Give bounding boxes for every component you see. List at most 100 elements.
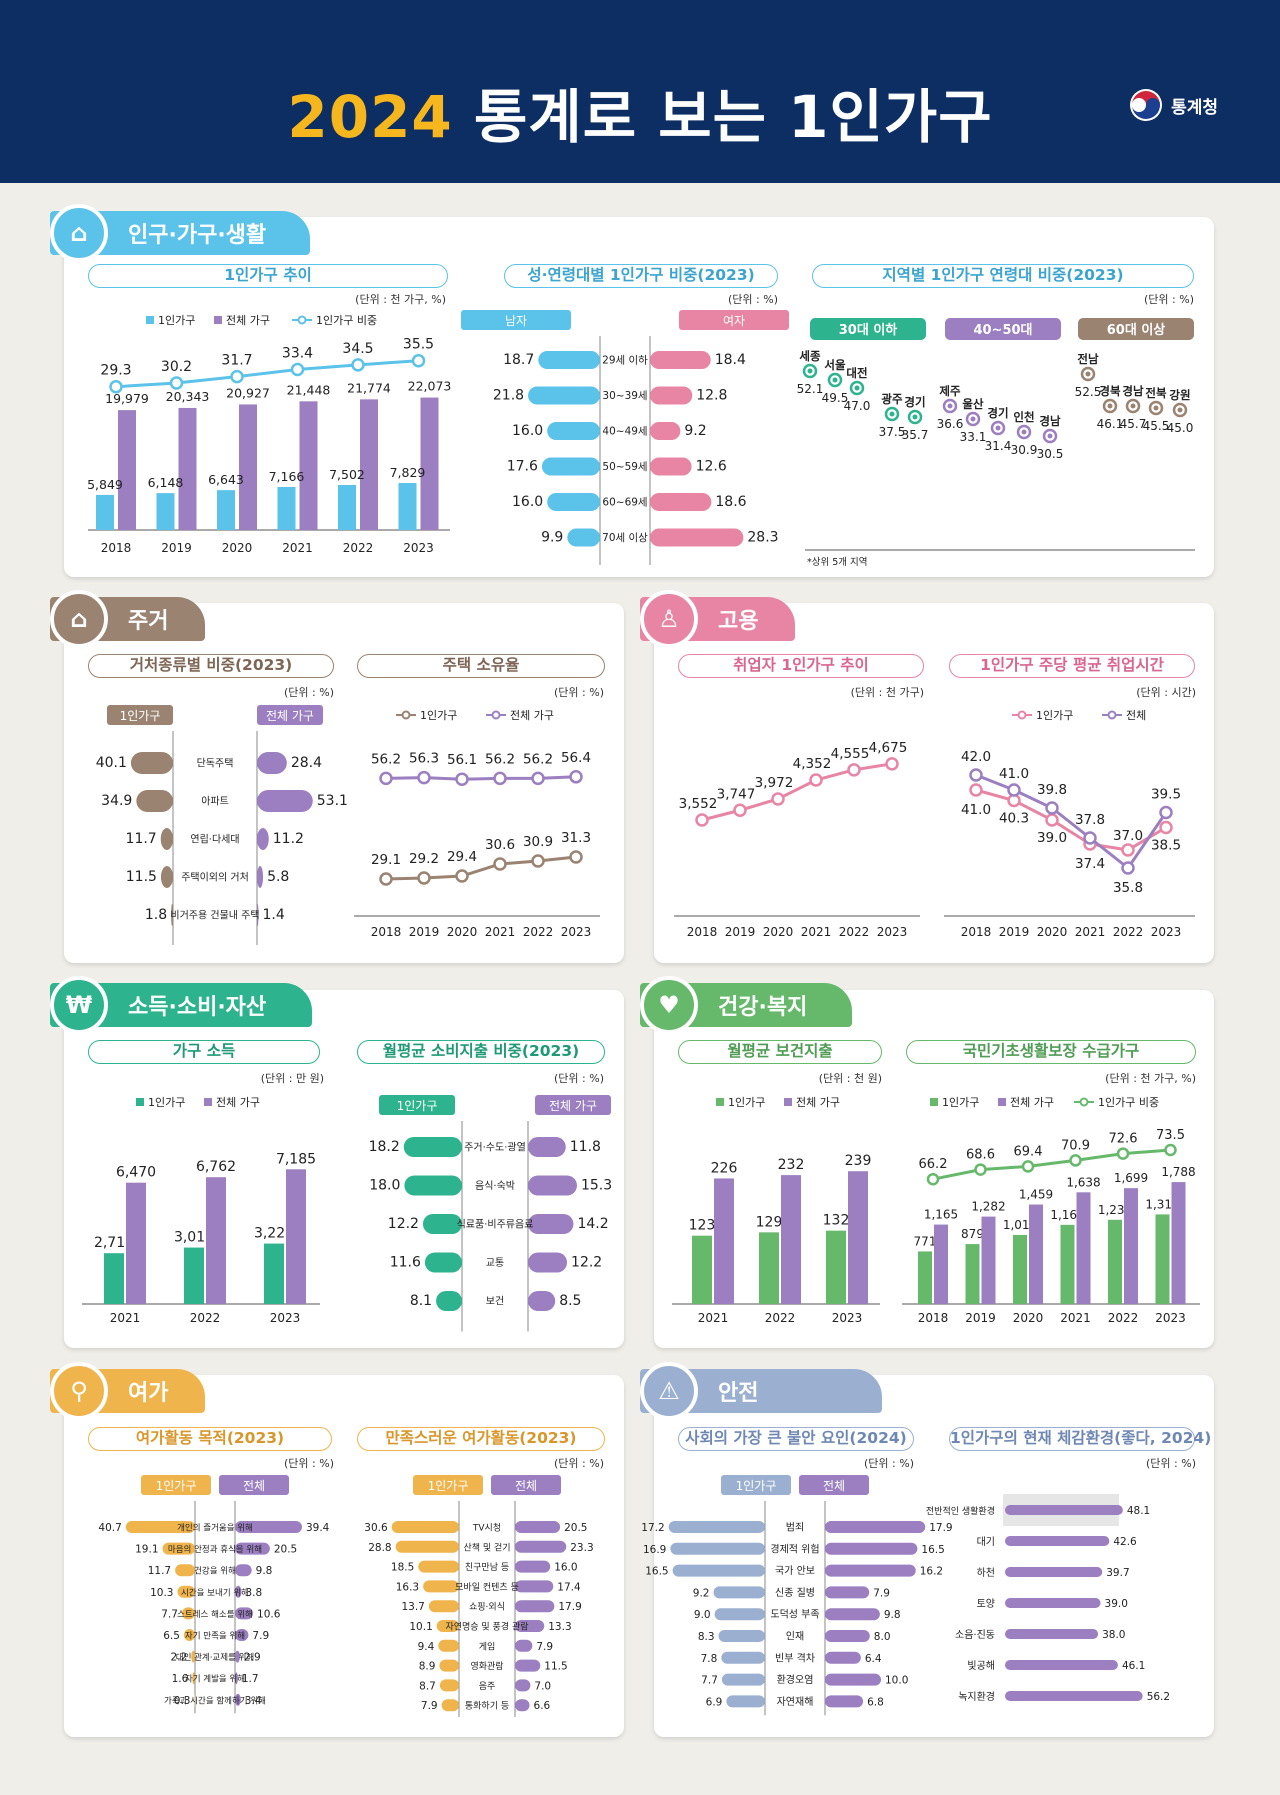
series-point — [1007, 783, 1021, 797]
group-header-bg — [1078, 318, 1194, 340]
right-value-label: 5.8 — [267, 869, 289, 885]
bar-label: 1,165 — [924, 1208, 958, 1222]
bar-total — [118, 410, 136, 530]
left-value-label: 6.9 — [706, 1696, 723, 1708]
right-value-label: 17.9 — [929, 1522, 952, 1534]
legend-label: 1인가구 — [1036, 709, 1073, 722]
region-name: 경기 — [904, 395, 925, 409]
env-category-label: 빛공해 — [967, 1659, 995, 1672]
group-header: 40~50대 — [973, 323, 1032, 338]
left-bar — [160, 828, 173, 850]
left-bar — [177, 1585, 195, 1598]
region-name: 울산 — [962, 397, 984, 411]
region-name: 서울 — [824, 358, 846, 372]
right-value-label: 3.8 — [245, 1587, 262, 1599]
bar-total — [286, 1169, 306, 1304]
left-value-label: 8.3 — [698, 1631, 715, 1643]
point-label: 56.2 — [485, 751, 515, 767]
unit-work-hours: (단위 : 시간) — [1136, 686, 1196, 699]
bar-label: 7,185 — [276, 1151, 316, 1167]
chart-age-gender: 남자 여자 18.7 18.4 29세 이하 21.8 12.8 30~39세 16.0 9.2 4… — [461, 310, 789, 565]
right-value-label: 16.5 — [921, 1544, 944, 1556]
ratio-point — [1021, 1160, 1035, 1173]
point-label: 39.8 — [1037, 782, 1067, 798]
series-line — [385, 775, 577, 781]
series-point — [493, 771, 507, 786]
env-value-label: 39.0 — [1105, 1598, 1128, 1610]
right-value-label: 8.5 — [559, 1293, 581, 1309]
left-value-label: 1.6 — [172, 1673, 189, 1685]
legend-swatch — [784, 1098, 792, 1106]
left-bar — [439, 1679, 459, 1692]
legend-label: 전체 가구 — [510, 709, 554, 722]
left-bar — [181, 1607, 195, 1620]
region-point-core — [912, 414, 918, 420]
region-point-core — [1153, 405, 1159, 411]
ratio-label: 68.6 — [966, 1148, 995, 1163]
right-value-label: 9.8 — [884, 1609, 901, 1621]
ratio-point — [926, 1172, 940, 1186]
bar-label: 21,448 — [287, 382, 331, 397]
bar-label: 1,013 — [1003, 1218, 1037, 1232]
right-value-label: 2.9 — [244, 1652, 261, 1664]
right-value-label: 53.1 — [317, 793, 348, 809]
x-tick-label: 2020 — [1013, 1311, 1044, 1325]
subtitle-social-anxiety: 사회의 가장 큰 불안 요인(2024) — [678, 1427, 914, 1451]
left-value-label: 11.7 — [126, 831, 157, 847]
left-bar — [130, 752, 173, 774]
left-value-label: 34.9 — [101, 793, 132, 809]
legend-swatch — [930, 1098, 938, 1106]
bar-total — [714, 1178, 734, 1304]
right-bar — [515, 1560, 551, 1573]
left-bar — [528, 386, 600, 405]
right-bar — [235, 1693, 241, 1706]
x-tick-label: 2021 — [282, 541, 313, 555]
chart-household-trend: 1인가구 전체 가구 1인가구 비중 5,849 19,979 2018 6,148 20,3… — [87, 314, 451, 555]
unit-region-age: (단위 : %) — [1144, 293, 1194, 306]
right-bar — [650, 386, 693, 405]
right-bar — [825, 1586, 870, 1599]
right-value-label: 10.0 — [885, 1675, 908, 1687]
title-text: 통계로 보는 1인가구 — [474, 83, 993, 151]
env-category-label: 토양 — [977, 1598, 995, 1610]
series-point — [1121, 843, 1135, 857]
right-bar — [650, 493, 712, 511]
unit-welfare: (단위 : 천 가구, %) — [1105, 1072, 1196, 1085]
left-bar — [136, 790, 173, 812]
series-point — [1045, 801, 1059, 815]
bar-label: 1,161 — [1050, 1208, 1084, 1222]
ratio-label: 30.2 — [161, 359, 192, 375]
left-bar — [192, 1672, 195, 1685]
group-header: 30대 이하 — [839, 322, 898, 338]
series-point — [379, 771, 393, 786]
env-bar — [1005, 1691, 1143, 1701]
env-bar — [1005, 1660, 1118, 1670]
right-value-label: 6.8 — [867, 1696, 884, 1708]
left-bar — [538, 351, 600, 369]
ratio-point — [974, 1163, 987, 1176]
right-bar — [650, 351, 711, 369]
bar-one-person — [338, 484, 356, 530]
left-bar — [191, 1650, 195, 1663]
x-tick-label: 2019 — [965, 1311, 996, 1325]
env-bar — [1005, 1629, 1099, 1639]
category-label: 40~49세 — [602, 426, 647, 438]
series-point — [379, 872, 393, 886]
left-bar — [668, 1521, 765, 1533]
ratio-point — [1164, 1143, 1177, 1157]
point-label: 29.2 — [409, 851, 439, 867]
subtitle-region-age: 지역별 1인가구 연령대 비중(2023) — [812, 264, 1194, 288]
left-value-label: 16.9 — [643, 1544, 666, 1556]
point-label: 56.4 — [561, 750, 591, 766]
right-value-label: 11.2 — [273, 831, 304, 847]
point-label: 35.8 — [1113, 880, 1143, 896]
bar-one-person — [918, 1251, 932, 1304]
x-tick-label: 2018 — [687, 925, 718, 939]
left-bar — [162, 1542, 195, 1555]
left-bar — [391, 1521, 459, 1533]
right-bar — [235, 1672, 238, 1685]
region-name: 강원 — [1169, 388, 1190, 402]
subtitle-dwelling-type: 거처종류별 비중(2023) — [88, 654, 334, 678]
subtitle-household-income: 가구 소득 — [88, 1040, 320, 1064]
category-label: 음주 — [479, 1681, 496, 1692]
